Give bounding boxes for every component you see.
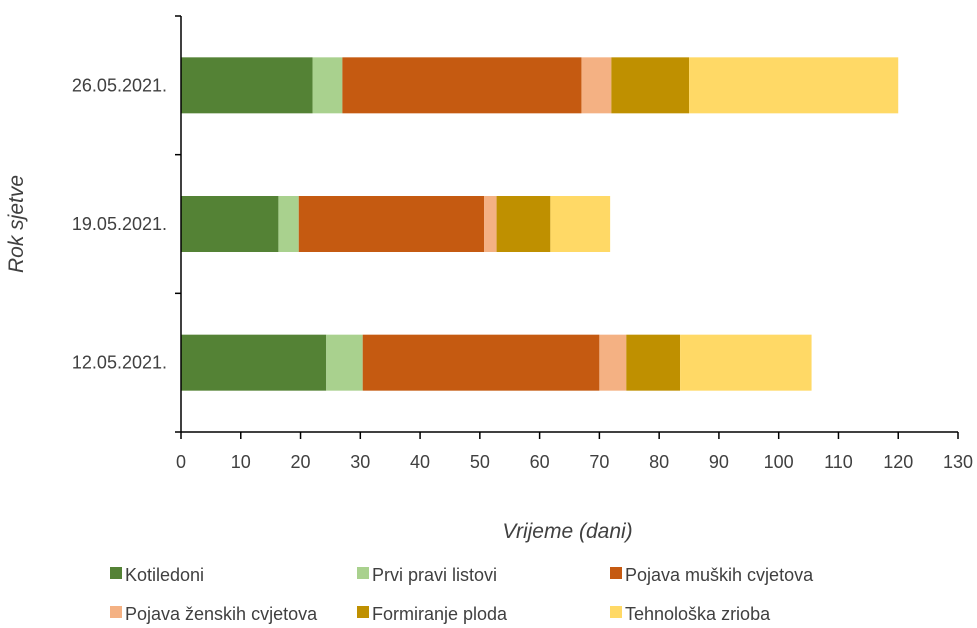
bar-segment	[181, 196, 279, 252]
x-tick-label: 30	[350, 452, 370, 472]
x-tick-label: 10	[231, 452, 251, 472]
legend-label: Pojava muških cvjetova	[625, 565, 814, 585]
legend-swatch	[357, 606, 369, 618]
x-tick-label: 20	[291, 452, 311, 472]
legend-swatch	[110, 567, 122, 579]
bar-segment	[298, 196, 485, 252]
x-tick-label: 80	[649, 452, 669, 472]
x-tick-label: 0	[176, 452, 186, 472]
y-tick-label: 26.05.2021.	[72, 75, 167, 95]
legend-label: Kotiledoni	[125, 565, 204, 585]
bar-segment	[278, 196, 299, 252]
bar-segment	[611, 57, 690, 114]
legend-label: Tehnološka zrioba	[625, 604, 771, 624]
bar-segment	[581, 57, 612, 114]
x-tick-label: 100	[764, 452, 794, 472]
bar-segment	[496, 196, 551, 252]
bar-segment	[550, 196, 611, 252]
y-tick-label: 19.05.2021.	[72, 214, 167, 234]
x-tick-label: 70	[589, 452, 609, 472]
bar-segment	[181, 334, 327, 391]
x-tick-label: 50	[470, 452, 490, 472]
bar-segment	[484, 196, 497, 252]
legend-swatch	[610, 606, 622, 618]
bar-segment	[362, 334, 600, 391]
y-tick-label: 12.05.2021.	[72, 353, 167, 373]
legend-swatch	[357, 567, 369, 579]
bar-segment	[312, 57, 343, 114]
x-axis-title: Vrijeme (dani)	[502, 520, 632, 543]
y-axis-title: Rok sjetve	[5, 175, 28, 273]
x-tick-label: 120	[883, 452, 913, 472]
axes-layer: 26.05.2021. 19.05.2021. 12.05.2021. 0 10 20 30…	[72, 15, 973, 472]
legend-swatch	[110, 606, 122, 618]
x-tick-label: 90	[709, 452, 729, 472]
x-tick-label: 60	[530, 452, 550, 472]
bar-segment	[626, 334, 681, 391]
legend: Kotiledoni Prvi pravi listovi Pojava muški…	[110, 565, 814, 624]
bars-layer	[181, 57, 899, 391]
x-tick-label: 40	[410, 452, 430, 472]
legend-label: Prvi pravi listovi	[372, 565, 497, 585]
legend-label: Formiranje ploda	[372, 604, 508, 624]
bar-segment	[326, 334, 363, 391]
bar-segment	[680, 334, 812, 391]
legend-label: Pojava ženskih cvjetova	[125, 604, 318, 624]
bar-segment	[599, 334, 627, 391]
bar-segment	[342, 57, 582, 114]
x-tick-label: 110	[824, 452, 853, 472]
bar-segment	[181, 57, 313, 114]
x-tick-label: 130	[943, 452, 973, 472]
legend-swatch	[610, 567, 622, 579]
bar-segment	[689, 57, 899, 114]
